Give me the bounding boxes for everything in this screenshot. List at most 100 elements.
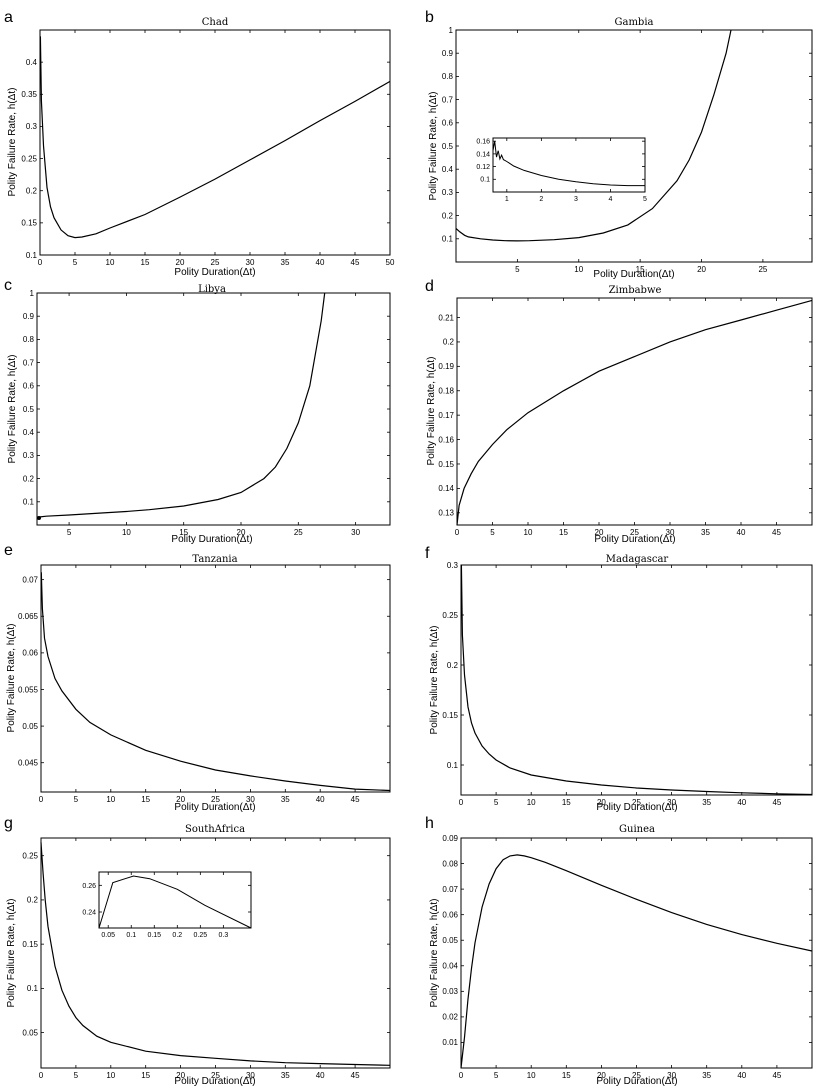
axis-c-y-tick-label: 1: [30, 289, 35, 298]
axis-b-y-tick-label: 0.3: [442, 188, 454, 197]
inset-axis-b-y-tick-label: 0.14: [476, 151, 490, 158]
axis-b-y-tick-label: 0.9: [442, 49, 454, 58]
inset-frame-b: [492, 137, 646, 193]
axis-h-x-tick-label: 40: [737, 1071, 746, 1080]
axis-e-x-tick-label: 20: [176, 795, 185, 804]
axis-d-y-tick-label: 0.17: [438, 411, 454, 420]
y-axis-label-h: Polity Failure Rate, h(Δt): [429, 899, 440, 1008]
y-axis-label-c: Polity Failure Rate, h(Δt): [7, 355, 18, 464]
axis-e-x-tick-label: 35: [281, 795, 290, 804]
axis-d-x-tick-label: 25: [630, 528, 639, 537]
x-axis-label-d: Polity Duration(Δt): [594, 534, 675, 545]
axis-g-y-tick-label: 0.25: [22, 851, 38, 860]
axis-f-x-tick-label: 10: [527, 798, 536, 807]
ticks-a: 0 5 10 15 20 25 30 35 40 45 50 0.1 0.15 0.2 0.25 0.3 0.3…: [21, 30, 395, 267]
axis-e-y-tick-label: 0.05: [22, 722, 38, 731]
panel-letter-e: e: [4, 542, 13, 559]
plot-frame-h: [460, 837, 813, 1069]
inset-axis-g-x-tick-label: 0.3: [218, 932, 228, 939]
axis-g-y-tick-label: 0.2: [27, 896, 39, 905]
plot-frame-d: [456, 297, 813, 526]
axis-f-x-tick-label: 35: [702, 798, 711, 807]
panel-letter-d: d: [425, 278, 434, 295]
inset-axis-b-x-tick-label: 4: [609, 196, 613, 203]
chart-title-f: Madagascar: [606, 554, 669, 565]
ticks-c: 5 10 15 20 25 30 0.1 0.2 0.3 0.4 0.5 0.6 0.7 0.8 0.9 1: [23, 289, 390, 537]
axis-d-x-tick-label: 45: [772, 528, 781, 537]
x-axis-label-h: Polity Duration(Δt): [596, 1076, 677, 1087]
axis-d-y-tick-label: 0.16: [438, 435, 454, 444]
axis-a-y-tick-label: 0.15: [21, 219, 37, 228]
axis-c-x-tick-label: 25: [294, 528, 303, 537]
axis-h-x-tick-label: 10: [527, 1071, 536, 1080]
panel-g: g SouthAfrica 0 5 10 15 20 25 30 35 40 450.050.10…: [4, 815, 391, 1087]
x-axis-label-c: Polity Duration(Δt): [171, 534, 252, 545]
ticks-f: 0 5 10 15 20 25 30 35 40 45 0.1 0.15 0.2 0.25 0.3: [442, 561, 812, 807]
plot-frame-e: [40, 564, 391, 793]
axis-c-y-tick-label: 0.3: [23, 451, 35, 460]
axis-d-x-tick-label: 0: [455, 528, 460, 537]
chart-title-h: Guinea: [619, 824, 655, 835]
axis-e-x-tick-label: 25: [211, 795, 220, 804]
axis-a-x-tick-label: 10: [106, 258, 115, 267]
axis-a-x-tick-label: 15: [141, 258, 150, 267]
panel-letter-c: c: [4, 277, 12, 294]
panel-a: a Chad 0 5 10 15 20 25 30 35 40 45 50 0.1 0.15 0.2 0.2…: [4, 9, 395, 278]
axis-h-y-tick-label: 0.03: [442, 987, 458, 996]
inset-axis-b-x-tick-label: 3: [574, 196, 578, 203]
series-line-c: [36, 292, 326, 519]
axis-d-y-tick-label: 0.15: [438, 460, 454, 469]
axis-d-x-tick-label: 5: [490, 528, 495, 537]
axis-d-x-tick-label: 35: [701, 528, 710, 537]
chart-title-d: Zimbabwe: [609, 285, 662, 296]
inset-ticks-b: 1 2 3 4 5 0.1 0.12 0.14 0.16: [476, 138, 647, 203]
panel-letter-f: f: [425, 545, 430, 562]
inset-axis-b-x-tick-label: 5: [643, 196, 647, 203]
axis-e-x-tick-label: 30: [246, 795, 255, 804]
axis-d-x-tick-label: 10: [524, 528, 533, 537]
x-axis-label-e: Polity Duration(Δt): [174, 802, 255, 813]
axis-f-x-tick-label: 15: [562, 798, 571, 807]
axis-f-x-tick-label: 25: [632, 798, 641, 807]
axis-h-x-tick-label: 45: [772, 1071, 781, 1080]
axis-c-y-tick-label: 0.9: [23, 312, 35, 321]
y-axis-label-f: Polity Failure Rate, h(Δt): [429, 626, 440, 735]
axis-b-x-tick-label: 5: [515, 265, 520, 274]
axis-b-y-tick-label: 0.5: [442, 142, 454, 151]
axis-a-x-tick-label: 0: [38, 258, 43, 267]
axis-g-x-tick-label: 25: [211, 1071, 220, 1080]
axis-f-y-tick-label: 0.25: [442, 611, 458, 620]
axis-h-x-tick-label: 35: [702, 1071, 711, 1080]
axis-d-x-tick-label: 30: [666, 528, 675, 537]
plot-frame-f: [460, 564, 813, 796]
axis-c-y-tick-label: 0.2: [23, 474, 35, 483]
chart-title-a: Chad: [202, 17, 229, 28]
axis-a-x-tick-label: 20: [176, 258, 185, 267]
panel-d: d Zimbabwe 0 5 10 15 20 25 30 35 40 45 0.13 0.14 0.1…: [425, 278, 813, 545]
inset-axis-g-x-tick-label: 0.1: [126, 932, 136, 939]
ticks-e: 0 5 10 15 20 25 30 35 40 45 0.045 0.05 0.055 0.06 0.06…: [18, 565, 390, 804]
panel-e: e Tanzania 0 5 10 15 20 25 30 35 40 45 0.045 0.05 0.…: [4, 542, 391, 813]
y-axis-label-a: Polity Failure Rate, h(Δt): [7, 88, 18, 197]
axis-a-y-tick-label: 0.2: [26, 187, 38, 196]
axis-h-y-tick-label: 0.04: [442, 962, 458, 971]
inset-axis-g-x-tick-label: 0.2: [172, 932, 182, 939]
inset-axis-g-x-tick-label: 0.25: [194, 932, 208, 939]
axis-e-x-tick-label: 0: [39, 795, 44, 804]
axis-a-x-tick-label: 25: [211, 258, 220, 267]
axis-g-x-tick-label: 40: [316, 1071, 325, 1080]
axis-e-x-tick-label: 5: [74, 795, 79, 804]
axis-a-x-tick-label: 35: [281, 258, 290, 267]
axis-h-y-tick-label: 0.01: [442, 1038, 458, 1047]
axis-d-y-tick-label: 0.21: [438, 313, 454, 322]
series-line-e: [40, 572, 391, 792]
axis-c-y-tick-label: 0.7: [23, 358, 35, 367]
series-line-b: [455, 29, 732, 242]
axis-c-x-tick-label: 10: [122, 528, 131, 537]
x-axis-label-b: Polity Duration(Δt): [593, 269, 674, 280]
inset-axis-b-y-tick-label: 0.12: [476, 164, 490, 171]
panel-letter-h: h: [425, 815, 434, 832]
axis-e-y-tick-label: 0.065: [18, 612, 39, 621]
axis-f-x-tick-label: 20: [597, 798, 606, 807]
